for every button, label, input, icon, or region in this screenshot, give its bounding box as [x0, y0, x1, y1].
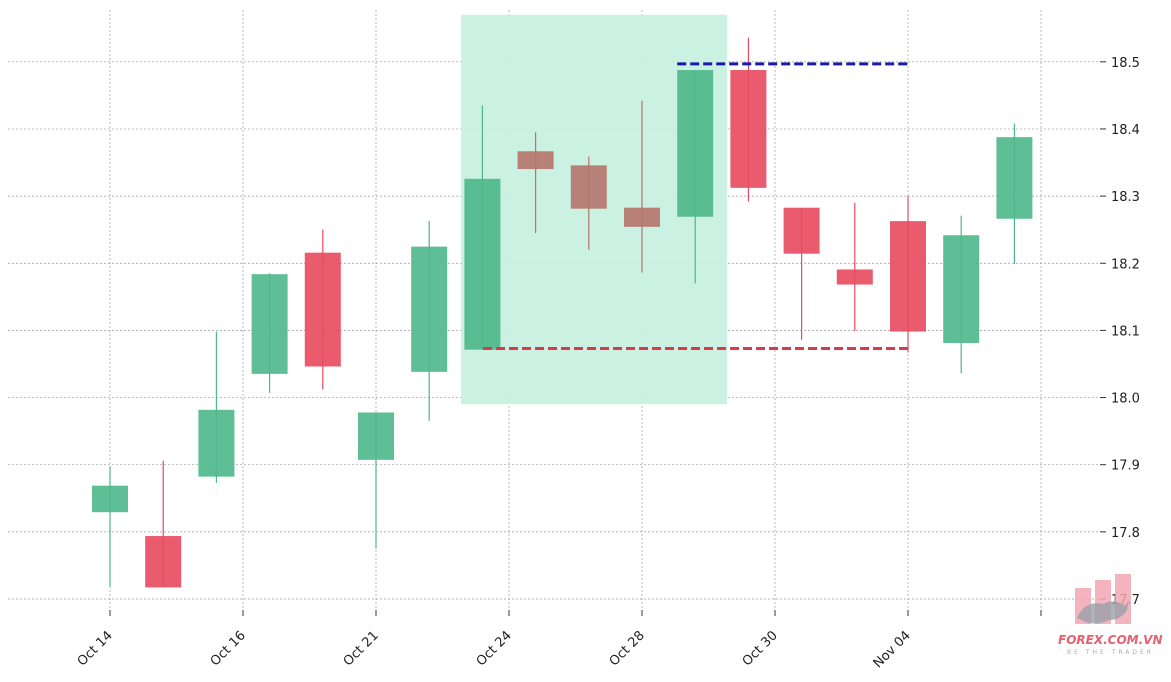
candle-body	[570, 165, 607, 209]
candle	[677, 70, 714, 284]
candle-body	[464, 178, 501, 350]
y-tick-label: 18.4	[1111, 123, 1140, 138]
candle-body	[358, 412, 394, 460]
y-tick-label: 18.2	[1111, 257, 1140, 272]
candle-body	[251, 274, 288, 374]
candle	[145, 460, 182, 588]
candle-body	[730, 70, 767, 188]
candle-body	[517, 151, 554, 170]
candle-body	[411, 246, 448, 372]
x-tick-label: Nov 04	[871, 628, 914, 671]
candle	[624, 100, 660, 273]
watermark-brand: FOREX.COM.VN	[1058, 633, 1162, 647]
y-tick-label: 18.1	[1111, 324, 1140, 339]
candle	[92, 466, 128, 587]
candle	[570, 156, 607, 250]
candle-body	[783, 207, 820, 254]
candle-layer	[92, 37, 1033, 588]
candle-body	[890, 221, 926, 332]
candle-body	[836, 269, 873, 285]
candle	[730, 37, 767, 202]
watermark-tagline: BE THE TRADER	[1067, 649, 1154, 656]
candle	[411, 220, 448, 422]
candle-body	[198, 409, 235, 477]
x-tick-label: Oct 14	[75, 628, 116, 669]
y-tick-label: 17.9	[1111, 459, 1140, 474]
candle-body	[92, 485, 128, 513]
candle-body	[943, 235, 980, 343]
y-tick-label: 17.8	[1111, 526, 1140, 541]
candle	[198, 331, 235, 483]
candle-body	[677, 70, 714, 217]
x-tick-label: Oct 16	[208, 628, 249, 669]
candle	[517, 132, 554, 234]
candle-body	[145, 536, 182, 588]
candle	[783, 207, 820, 340]
candle	[464, 105, 501, 350]
candle	[996, 123, 1033, 264]
candle	[890, 196, 926, 353]
candle	[836, 202, 873, 332]
x-tick-label: Oct 30	[740, 628, 781, 669]
forex-watermark: FOREX.COM.VN BE THE TRADER	[1058, 574, 1162, 656]
y-tick-label: 18.5	[1111, 56, 1140, 71]
candle	[251, 273, 288, 393]
level-lines-layer	[483, 62, 908, 351]
candle	[943, 215, 980, 374]
y-tick-label: 18.3	[1111, 190, 1140, 205]
candle-body	[996, 137, 1033, 219]
y-tick-label: 18.0	[1111, 392, 1140, 407]
candle	[358, 412, 394, 549]
candle-body	[624, 207, 660, 227]
candle	[304, 229, 341, 390]
candle-body	[304, 252, 341, 367]
x-tick-label: Oct 21	[341, 628, 382, 669]
bull-logo-icon	[1077, 600, 1129, 624]
x-tick-label: Oct 28	[607, 628, 648, 669]
x-tick-label: Oct 24	[474, 628, 515, 669]
